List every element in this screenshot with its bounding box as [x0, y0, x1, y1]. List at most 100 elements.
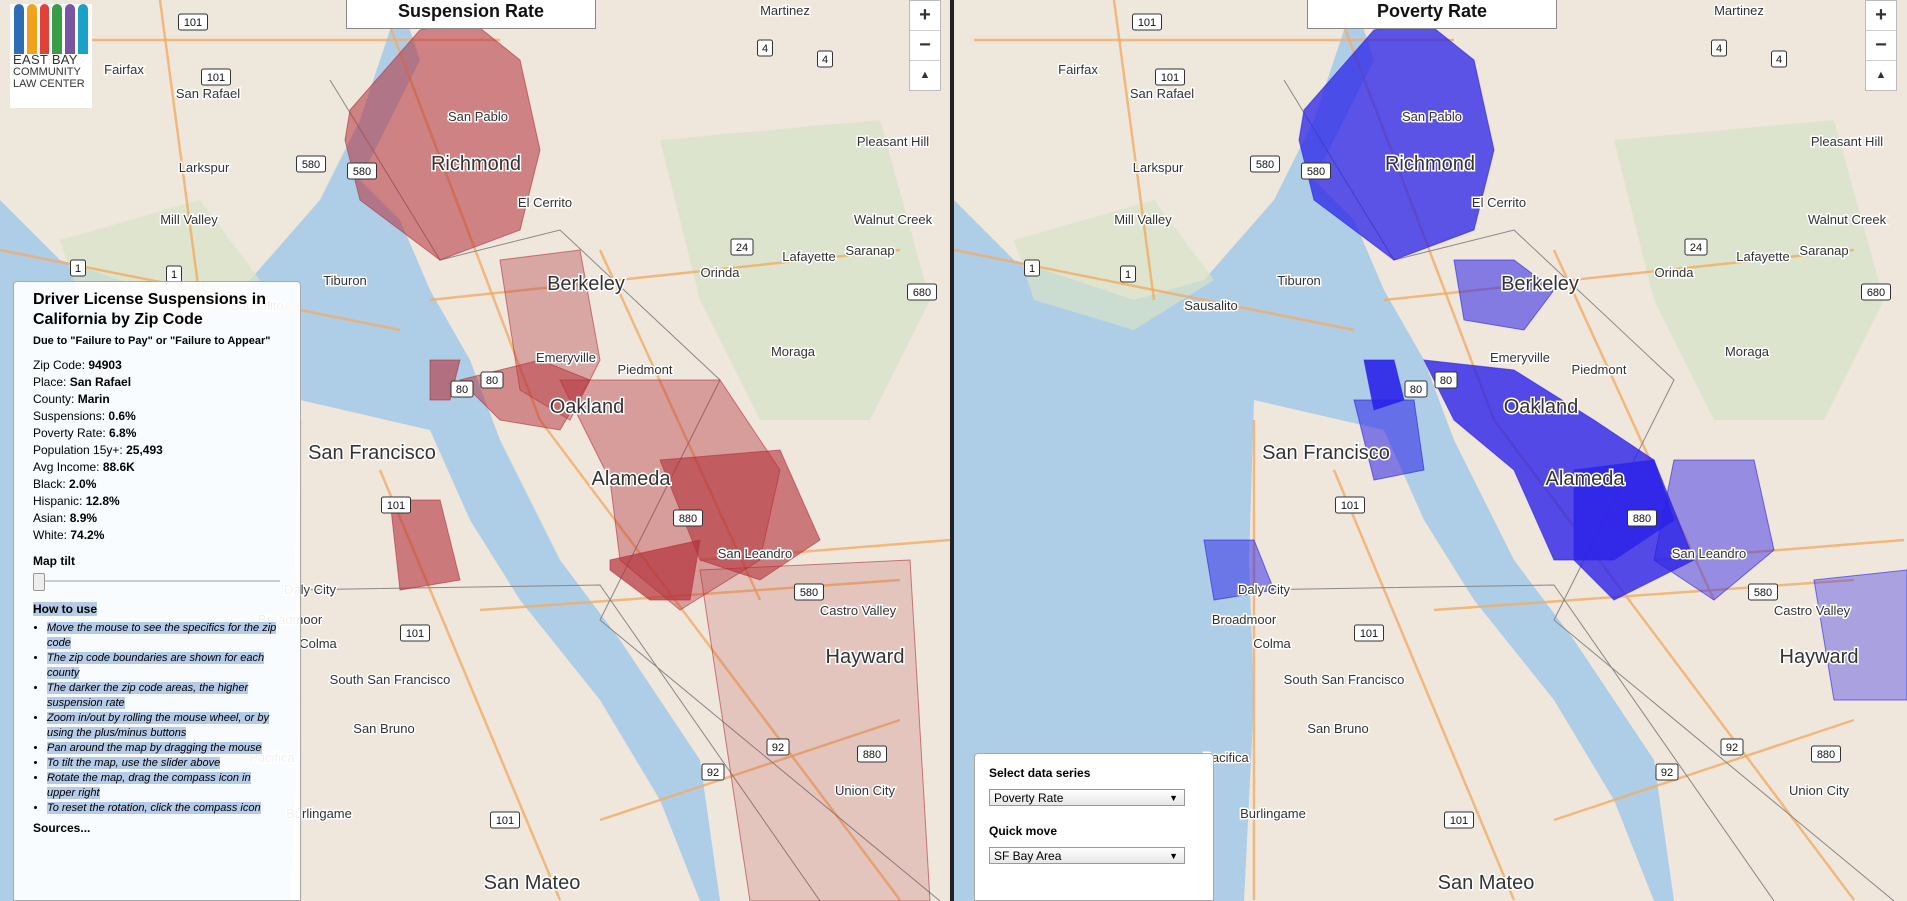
detail-label: Population 15y+: — [33, 443, 123, 457]
highway-shield-icon — [817, 50, 833, 68]
highway-shield-icon — [757, 39, 773, 57]
highway-shield-icon — [1250, 155, 1280, 173]
quick-move-select[interactable]: SF Bay Area ▼ — [989, 847, 1185, 864]
map-title-poverty: Poverty Rate — [1307, 0, 1557, 29]
highway-number: 880 — [1633, 513, 1651, 525]
highway-line — [1553, 718, 1855, 822]
highway-number: 101 — [1360, 628, 1378, 640]
highway-line — [1653, 538, 1905, 562]
how-to-use: How to use Move the mouse to see the spe… — [33, 602, 280, 816]
highway-shield-icon — [296, 155, 326, 173]
highway-shield-icon — [178, 13, 208, 31]
highway-shield-icon — [381, 496, 411, 514]
chevron-down-icon: ▼ — [1169, 793, 1178, 803]
city-label: Hayward — [1780, 646, 1859, 668]
zoom-in-button[interactable]: + — [910, 1, 940, 31]
city-label: Castro Valley — [820, 603, 897, 618]
zoom-out-button[interactable]: − — [1866, 31, 1896, 61]
highway-number: 101 — [184, 17, 202, 29]
compass-icon[interactable]: ▲ — [919, 69, 931, 81]
marin-land — [0, 0, 400, 300]
highway-shield-icon — [701, 763, 725, 781]
highway-number: 580 — [1754, 587, 1772, 599]
compass-icon[interactable]: ▲ — [1875, 69, 1887, 81]
map-tilt-slider[interactable] — [33, 572, 280, 591]
county-boundary — [289, 584, 821, 901]
highway-shield-icon — [857, 745, 887, 763]
city-label: Moraga — [1725, 344, 1770, 359]
logo-line-2: COMMUNITY — [13, 66, 81, 78]
city-label: San Francisco — [1262, 442, 1390, 464]
highway-shield-icon — [1301, 162, 1331, 180]
chevron-down-icon: ▼ — [1169, 851, 1178, 861]
suspension-rate-map[interactable]: Richmond Berkeley Oakland San Francisco Alam… — [0, 0, 950, 901]
highway-number: 101 — [496, 815, 514, 827]
city-label: Richmond — [1385, 153, 1475, 175]
how-to-item: Zoom in/out by rolling the mouse wheel, … — [47, 711, 280, 741]
quick-move-value: SF Bay Area — [994, 849, 1062, 863]
city-label: Berkeley — [1501, 273, 1579, 295]
left-map-panel[interactable]: Richmond Berkeley Oakland San Francisco Alam… — [0, 0, 950, 901]
city-label: Orinda — [700, 265, 740, 280]
city-label: San Pablo — [1402, 109, 1462, 124]
city-label: Lafayette — [782, 249, 836, 264]
city-label: San Francisco — [308, 442, 436, 464]
how-to-item: To tilt the map, use the slider above — [47, 756, 280, 771]
detail-row: Asian: 8.9% — [33, 510, 280, 527]
highway-shield-icon — [1120, 265, 1136, 283]
city-label: Oakland — [1504, 396, 1579, 418]
highway-number: 580 — [302, 159, 320, 171]
city-label: El Cerrito — [518, 195, 572, 210]
detail-value: 8.9% — [69, 511, 98, 525]
highway-shield-icon — [1811, 745, 1841, 763]
city-label: Emeryville — [1490, 350, 1550, 365]
highway-number: 880 — [679, 513, 697, 525]
poverty-rate-map[interactable]: Richmond Berkeley Oakland San Francisco Alam… — [954, 0, 1907, 901]
highway-line — [1332, 469, 1516, 901]
data-series-value: Poverty Rate — [994, 791, 1064, 805]
highway-shield-icon — [1771, 50, 1787, 68]
zoom-in-button[interactable]: + — [1866, 1, 1896, 31]
detail-value: Marin — [77, 392, 110, 406]
controls-panel: Select data series Poverty Rate ▼ Quick … — [974, 753, 1214, 901]
zip-code-area — [1453, 259, 1555, 331]
detail-row: White: 74.2% — [33, 527, 280, 544]
city-label: Mill Valley — [1114, 212, 1172, 227]
highway-shield-icon — [673, 509, 703, 527]
zip-code-area — [389, 499, 461, 591]
city-label: Pleasant Hill — [1811, 134, 1883, 149]
city-label: Walnut Creek — [1808, 212, 1887, 227]
right-map-panel[interactable]: Richmond Berkeley Oakland San Francisco Alam… — [954, 0, 1907, 901]
city-label: Walnut Creek — [854, 212, 933, 227]
left-zoom-controls: + − ▲ — [909, 0, 941, 91]
slider-handle[interactable] — [33, 573, 45, 591]
how-to-item-text: Zoom in/out by rolling the mouse wheel, … — [47, 712, 269, 739]
highway-number: 580 — [353, 166, 371, 178]
zip-code-area — [1813, 569, 1907, 701]
highway-number: 880 — [1817, 749, 1835, 761]
highway-number: 101 — [207, 72, 225, 84]
highway-shield-icon — [347, 162, 377, 180]
city-label: Alameda — [592, 468, 672, 490]
city-label: Larkspur — [179, 160, 230, 175]
city-label: San Bruno — [353, 721, 414, 736]
city-label: Union City — [1789, 783, 1849, 798]
highway-shield-icon — [1711, 39, 1727, 57]
zoom-out-button[interactable]: − — [910, 31, 940, 61]
data-series-select[interactable]: Poverty Rate ▼ — [989, 789, 1185, 806]
zip-code-area — [609, 539, 701, 601]
detail-label: Zip Code: — [33, 358, 86, 372]
sources-link[interactable]: Sources... — [33, 821, 91, 835]
city-label: Pleasant Hill — [857, 134, 929, 149]
highway-number: 92 — [1726, 742, 1738, 754]
right-zoom-controls: + − ▲ — [1865, 0, 1897, 91]
city-label: Lafayette — [1736, 249, 1790, 264]
city-label: Piedmont — [618, 362, 673, 377]
logo-line-3: LAW CENTER — [13, 78, 85, 90]
panel-divider — [950, 0, 954, 901]
zip-code-area — [1363, 359, 1405, 411]
highway-shield-icon — [1354, 624, 1384, 642]
highway-shield-icon — [1335, 496, 1365, 514]
city-label: Sausalito — [1184, 298, 1237, 313]
park-area — [1614, 120, 1884, 420]
